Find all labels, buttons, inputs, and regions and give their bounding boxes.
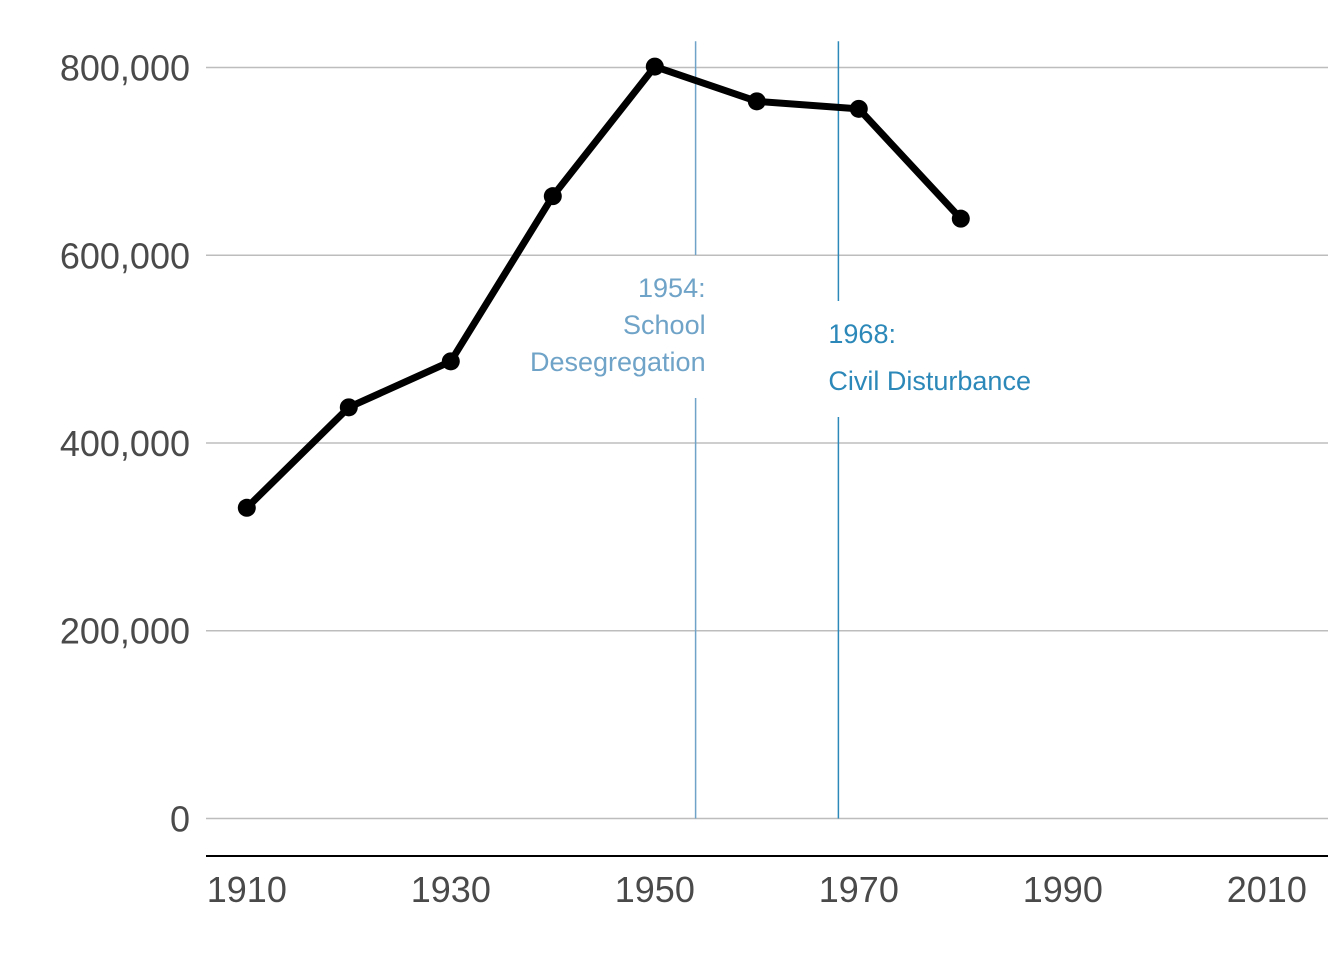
data-point-1910 (237, 498, 256, 517)
data-point-1930 (441, 352, 460, 371)
series-layer (237, 57, 970, 517)
data-point-1920 (339, 398, 358, 417)
y-tick-label-200000: 200,000 (60, 611, 190, 652)
annotation-label-1954-0: 1954: (638, 273, 706, 303)
x-tick-label-1950: 1950 (615, 869, 695, 910)
y-tick-label-0: 0 (170, 798, 190, 839)
data-point-1940 (543, 187, 562, 206)
data-point-1970 (849, 99, 868, 118)
x-tick-label-1930: 1930 (411, 869, 491, 910)
y-axis-tick-labels: 0 200,000 400,000 600,000 800,000 (60, 48, 190, 840)
y-tick-label-600000: 600,000 (60, 235, 190, 276)
x-tick-label-2010: 2010 (1227, 869, 1307, 910)
event-annotations: 1954: School Desegregation 1968: Civil Distu… (530, 41, 1031, 819)
data-point-1950 (645, 57, 664, 76)
y-tick-label-800000: 800,000 (60, 48, 190, 89)
data-point-1960 (747, 92, 766, 111)
annotation-label-1954-1: School (623, 310, 706, 340)
x-tick-label-1990: 1990 (1023, 869, 1103, 910)
data-point-1980 (951, 209, 970, 228)
y-tick-label-400000: 400,000 (60, 423, 190, 464)
x-axis: 1910 1930 1950 1970 1990 2010 (206, 855, 1328, 910)
x-tick-label-1910: 1910 (207, 869, 287, 910)
annotation-label-1968-0: 1968: (828, 319, 896, 349)
y-gridlines (206, 66, 1328, 820)
annotation-label-1968-1: Civil Disturbance (828, 366, 1031, 396)
series-line-0 (243, 63, 965, 512)
x-tick-label-1970: 1970 (819, 869, 899, 910)
annotation-label-1954-2: Desegregation (530, 347, 706, 377)
